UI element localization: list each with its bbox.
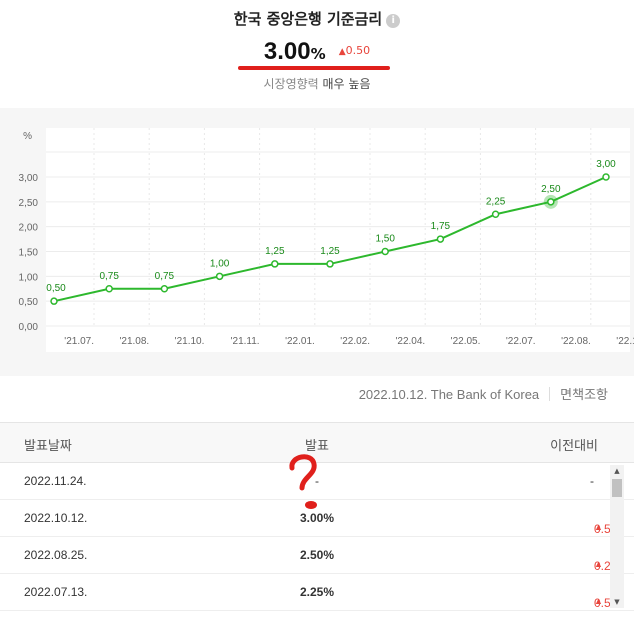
red-underline-annotation	[238, 66, 390, 70]
row-value: 3.00%	[299, 511, 335, 525]
y-axis-label: %	[23, 131, 32, 142]
data-point	[602, 173, 610, 181]
y-tick-label: 0,00	[19, 322, 39, 333]
scroll-down-arrow-icon[interactable]: ▼	[614, 598, 620, 606]
data-label: 1,25	[265, 246, 285, 257]
rate-header: 한국 중앙은행 기준금리 i 3.00% ▲0.50 시장영향력 매우 높음	[0, 0, 634, 108]
table-header: 발표날짜 발표 이전대비	[0, 422, 634, 463]
page-title: 한국 중앙은행 기준금리 i	[0, 8, 634, 29]
x-tick-label: '21.07.	[64, 336, 94, 347]
rate-line-chart: 0,00 0,50 1,00 1,50 2,00 2,50 3,00% '21.07. '21.…	[19, 128, 634, 347]
influence-label: 시장영향력	[263, 77, 319, 91]
data-point	[436, 235, 445, 243]
rate-unit: %	[310, 45, 326, 63]
data-point	[50, 297, 58, 305]
row-value: 2.50%	[299, 548, 335, 562]
y-tick-label: 3,00	[19, 173, 39, 184]
x-tick-label: '22.08.	[561, 336, 591, 347]
y-tick-label: 1,50	[19, 248, 39, 259]
row-value: 2.25%	[299, 585, 335, 599]
header-change: 이전대비	[550, 439, 598, 454]
table-row: 2022.10.12. 3.00% ▲ 0.50	[0, 500, 634, 537]
chart-plot-area	[46, 128, 630, 352]
influence-value: 매우 높음	[322, 77, 371, 91]
row-date: 2022.08.25.	[24, 548, 88, 562]
y-tick-label: 0,50	[19, 297, 39, 308]
data-label: 0,50	[46, 283, 66, 294]
x-tick-label: '21.10.	[175, 336, 205, 347]
data-label: 1,25	[320, 246, 340, 257]
divider	[549, 387, 551, 401]
x-tick-label: '21.11.	[231, 336, 260, 347]
data-point	[491, 210, 500, 218]
data-point	[160, 285, 169, 293]
market-influence: 시장영향력 매우 높음	[0, 75, 634, 92]
y-tick-label: 2,50	[19, 198, 39, 209]
data-point	[105, 285, 113, 293]
row-value: -	[315, 474, 319, 488]
up-triangle-icon: ▲	[594, 522, 603, 532]
table-row: 2022.08.25. 2.50% ▲ 0.25	[0, 537, 634, 574]
header-date: 발표날짜	[24, 439, 72, 454]
x-tick-label: '22.05.	[451, 336, 481, 347]
x-tick-label: '22.01.	[285, 336, 315, 347]
scroll-up-arrow-icon[interactable]: ▲	[614, 467, 620, 475]
up-triangle-icon: ▲	[594, 559, 603, 569]
source-text: 2022.10.12. The Bank of Korea	[358, 387, 540, 402]
x-tick-label: '22.07.	[506, 336, 536, 347]
table-row: 2022.07.13. 2.25% ▲ 0.50	[0, 574, 634, 611]
question-mark-annotation	[289, 454, 317, 509]
x-tick-label: '21.08.	[119, 336, 149, 347]
y-tick-label: 2,00	[19, 223, 39, 234]
row-date: 2022.11.24.	[24, 474, 87, 488]
scroll-thumb[interactable]	[612, 479, 622, 497]
x-tick-label: '22.04.	[395, 336, 425, 347]
info-icon[interactable]: i	[386, 14, 401, 28]
data-point	[381, 247, 389, 256]
table-scrollbar[interactable]: ▲ ▼	[610, 465, 624, 608]
announcement-table: 발표날짜 발표 이전대비 2022.11.24. - - 2022.10.12.…	[0, 422, 634, 611]
data-point	[547, 198, 555, 206]
header-value: 발표	[305, 439, 329, 454]
data-point	[271, 260, 279, 268]
x-tick-label: '22.02.	[340, 336, 370, 347]
rate-change: ▲0.50	[339, 44, 370, 57]
rate-change-value: 0.50	[345, 44, 371, 57]
data-label: 3,00	[596, 159, 616, 170]
data-label: 1,50	[375, 234, 395, 245]
up-triangle-icon: ▲	[594, 596, 603, 606]
rate-value: 3.00	[263, 38, 311, 65]
data-label: 2,25	[486, 196, 506, 207]
row-date: 2022.07.13.	[24, 585, 88, 599]
data-label: 2,50	[541, 184, 561, 195]
current-rate: 3.00% ▲0.50	[0, 38, 634, 66]
y-tick-label: 1,00	[19, 272, 39, 283]
title-text: 한국 중앙은행 기준금리	[233, 10, 383, 28]
row-date: 2022.10.12.	[24, 511, 88, 525]
data-label: 0,75	[99, 271, 119, 282]
source-row: 2022.10.12. The Bank of Korea 면책조항	[359, 384, 608, 403]
data-label: 0,75	[155, 271, 175, 282]
table-row: 2022.11.24. - -	[0, 463, 634, 500]
x-tick-label: '22.10.	[616, 336, 634, 347]
up-triangle-icon: ▲	[338, 47, 346, 57]
data-point	[215, 272, 224, 281]
series-line	[53, 176, 607, 303]
row-change: -	[590, 474, 594, 488]
data-point	[326, 260, 334, 268]
data-label: 1,75	[431, 221, 451, 232]
disclaimer-link[interactable]: 면책조항	[560, 387, 608, 402]
data-label: 1,00	[210, 258, 230, 269]
